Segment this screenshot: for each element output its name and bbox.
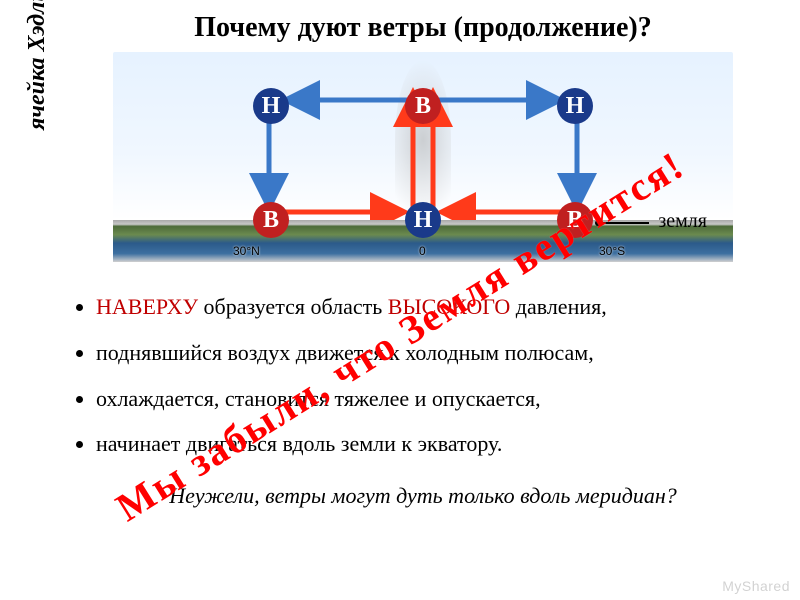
bullet-highlight: ВЫСОКОГО <box>388 294 511 319</box>
hadley-cell-label: ячейка Хэдли (1735) <box>24 0 51 130</box>
bullet-list: НАВЕРХУ образуется область ВЫСОКОГО давл… <box>62 274 784 465</box>
pressure-label-Н: Н <box>557 88 593 124</box>
pressure-label-В: В <box>405 88 441 124</box>
bullet-highlight: НАВЕРХУ <box>96 294 198 319</box>
bullet-item: охлаждается, становится тяжелее и опуска… <box>96 378 764 420</box>
slide-title: Почему дуют ветры (продолжение)? <box>62 12 784 44</box>
pressure-label-Н: Н <box>253 88 289 124</box>
question-line: Неужели, ветры могут дуть только вдоль м… <box>62 483 784 509</box>
lat-tick: 0 <box>419 244 426 258</box>
earth-pointer-line <box>599 222 649 224</box>
bullet-text: давления, <box>510 294 606 319</box>
bullet-item: начинает двигаться вдоль земли к экватор… <box>96 423 764 465</box>
hadley-diagram: 30°N 0 30°S земля Н В Н В Н В <box>113 52 733 262</box>
slide: ячейка Хэдли (1735) Почему дуют ветры (п… <box>0 0 800 600</box>
watermark: MyShared <box>722 578 790 594</box>
pressure-label-Н: Н <box>405 202 441 238</box>
bullet-item: поднявшийся воздух движется к холодным п… <box>96 332 764 374</box>
bullet-text: образуется область <box>198 294 388 319</box>
lat-tick: 30°N <box>233 244 260 258</box>
earth-label: земля <box>658 210 707 233</box>
pressure-label-В: В <box>253 202 289 238</box>
bullet-item: НАВЕРХУ образуется область ВЫСОКОГО давл… <box>96 286 764 328</box>
lat-tick: 30°S <box>599 244 625 258</box>
pressure-label-В: В <box>557 202 593 238</box>
